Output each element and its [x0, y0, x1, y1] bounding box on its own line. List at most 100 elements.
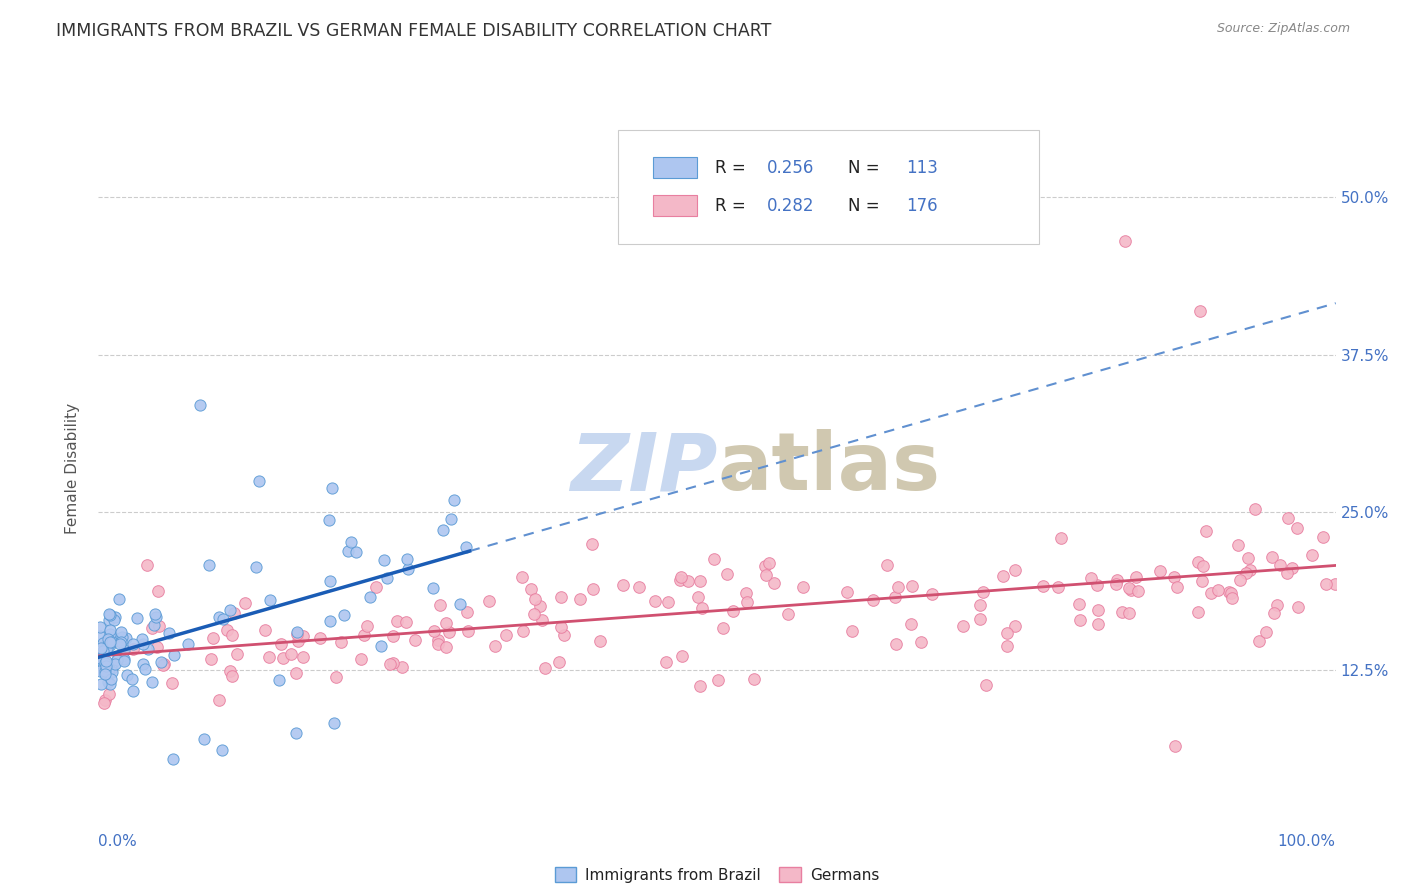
- Point: [96, 632, 118, 647]
- Point: [1192, 558, 1215, 573]
- Point: [325, 671, 347, 685]
- Point: [94, 666, 117, 681]
- Point: [952, 619, 974, 633]
- Point: [322, 716, 344, 731]
- Point: [200, 651, 222, 665]
- Point: [97, 632, 120, 647]
- Point: [1050, 532, 1073, 546]
- Point: [735, 595, 758, 609]
- Point: [533, 661, 555, 675]
- Point: [1275, 566, 1298, 581]
- Point: [271, 650, 294, 665]
- Point: [221, 628, 243, 642]
- Point: [589, 634, 612, 648]
- Point: [884, 590, 907, 604]
- Point: [1249, 634, 1271, 648]
- Point: [247, 474, 270, 488]
- Point: [193, 732, 215, 747]
- Point: [876, 558, 898, 572]
- Point: [270, 637, 292, 651]
- Point: [285, 625, 308, 640]
- Point: [98, 607, 121, 622]
- Y-axis label: Female Disability: Female Disability: [65, 402, 80, 534]
- Text: 100.0%: 100.0%: [1278, 834, 1336, 849]
- Point: [668, 573, 690, 587]
- Point: [404, 632, 426, 647]
- Point: [1188, 303, 1211, 318]
- Point: [1229, 574, 1251, 588]
- Point: [744, 672, 766, 686]
- Point: [1111, 605, 1133, 619]
- Point: [96, 657, 118, 672]
- Point: [364, 580, 387, 594]
- Point: [1114, 234, 1136, 248]
- Point: [108, 592, 131, 607]
- Point: [910, 635, 932, 649]
- Point: [519, 582, 541, 596]
- Point: [122, 637, 145, 651]
- Point: [287, 634, 309, 648]
- Point: [1312, 530, 1334, 544]
- Point: [197, 558, 219, 572]
- Point: [657, 595, 679, 609]
- Point: [132, 657, 155, 672]
- Text: R =: R =: [714, 159, 751, 177]
- Point: [763, 575, 786, 590]
- Point: [395, 552, 418, 566]
- Point: [104, 657, 127, 671]
- Point: [671, 648, 693, 663]
- Point: [112, 654, 135, 668]
- Point: [530, 614, 553, 628]
- Point: [443, 493, 465, 508]
- Point: [1149, 564, 1171, 578]
- Point: [157, 625, 180, 640]
- Point: [287, 627, 309, 641]
- Point: [131, 632, 153, 647]
- Point: [1125, 570, 1147, 584]
- Point: [427, 632, 450, 647]
- Point: [1087, 616, 1109, 631]
- Point: [90, 640, 112, 655]
- Point: [110, 635, 132, 649]
- Point: [91, 636, 114, 650]
- Point: [97, 675, 120, 690]
- Point: [1191, 574, 1213, 588]
- Point: [1227, 538, 1250, 552]
- Point: [702, 552, 724, 566]
- Point: [94, 654, 117, 668]
- Point: [98, 687, 121, 701]
- Point: [792, 580, 814, 594]
- Point: [233, 596, 256, 610]
- Point: [329, 635, 352, 649]
- Point: [149, 656, 172, 670]
- Point: [1126, 583, 1149, 598]
- Point: [972, 585, 994, 599]
- Point: [381, 656, 404, 670]
- Point: [218, 665, 240, 679]
- Point: [93, 644, 115, 658]
- Point: [582, 582, 605, 596]
- Point: [437, 624, 460, 639]
- Point: [995, 626, 1018, 640]
- Text: 176: 176: [907, 197, 938, 215]
- Text: N =: N =: [848, 159, 886, 177]
- Point: [100, 672, 122, 686]
- Point: [101, 661, 124, 675]
- Point: [285, 666, 308, 681]
- Point: [690, 600, 713, 615]
- Point: [457, 624, 479, 639]
- Point: [110, 625, 132, 640]
- Point: [1281, 561, 1303, 575]
- Point: [1087, 603, 1109, 617]
- Point: [1263, 606, 1285, 620]
- Point: [145, 640, 167, 655]
- Point: [1256, 625, 1278, 640]
- Point: [547, 655, 569, 669]
- Point: [152, 657, 174, 672]
- Point: [100, 657, 122, 671]
- Text: 113: 113: [907, 159, 938, 177]
- Point: [512, 624, 534, 638]
- Point: [112, 652, 135, 666]
- Point: [105, 653, 128, 667]
- Point: [224, 606, 246, 620]
